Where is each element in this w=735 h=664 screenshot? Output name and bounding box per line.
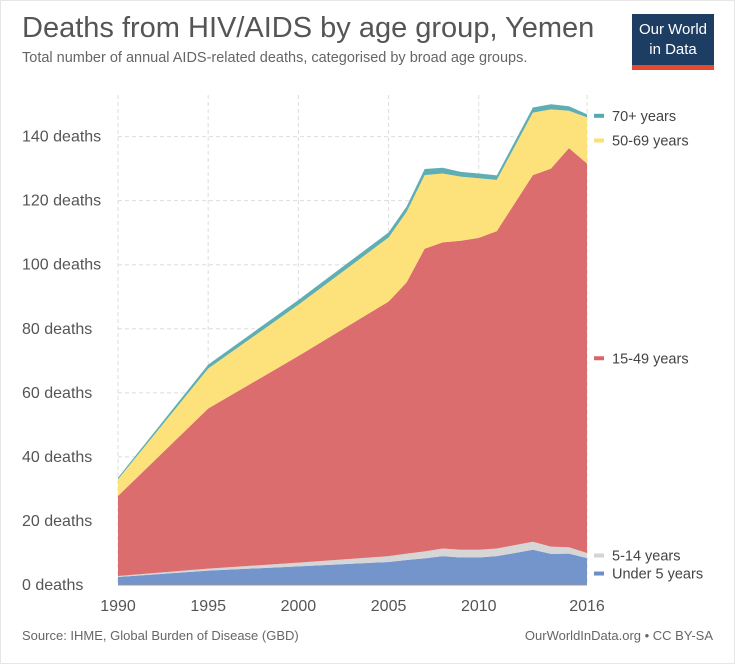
y-tick-label: 100 deaths [22, 257, 101, 274]
logo-line-2: in Data [649, 41, 697, 58]
y-axis: 0 deaths 20 deaths 40 deaths 60 deaths 80 de… [22, 129, 101, 594]
x-tick-label: 1995 [190, 598, 226, 615]
logo-accent-bar [632, 65, 714, 70]
area-series [118, 104, 587, 585]
y-tick-label: 80 deaths [22, 321, 92, 338]
y-tick-label: 60 deaths [22, 385, 92, 402]
stacked-area-chart: 0 deaths 20 deaths 40 deaths 60 deaths 80 de… [22, 95, 703, 615]
license-note[interactable]: OurWorldInData.org • CC BY-SA [524, 628, 713, 643]
legend-label-under-5-years: Under 5 years [612, 567, 703, 583]
area-5-14-years [118, 541, 587, 577]
y-tick-label: 40 deaths [22, 449, 92, 466]
y-tick-label: 0 deaths [22, 577, 83, 594]
logo-line-1: Our World [638, 21, 708, 38]
owid-logo[interactable]: Our World in Data [632, 14, 714, 70]
x-tick-label: 2005 [371, 598, 407, 615]
legend: 70+ years 50-69 years 15-49 years 5-14 year… [594, 109, 703, 583]
area-under-5-years [118, 549, 587, 585]
y-tick-label: 140 deaths [22, 129, 101, 146]
legend-label-5-14-years: 5-14 years [612, 549, 681, 565]
y-tick-label: 20 deaths [22, 513, 92, 530]
x-axis: 1990 1995 2000 2005 2010 2016 [100, 584, 605, 615]
legend-swatch-70-years [594, 113, 604, 118]
x-tick-label: 2016 [569, 598, 605, 615]
legend-swatch-50-69-years [594, 138, 604, 143]
chart-title: Deaths from HIV/AIDS by age group, Yemen [22, 12, 595, 44]
legend-swatch-under-5-years [594, 571, 604, 576]
chart-subtitle: Total number of annual AIDS-related deat… [22, 50, 528, 66]
legend-label-50-69-years: 50-69 years [612, 133, 689, 149]
legend-swatch-15-49-years [594, 356, 604, 361]
source-note[interactable]: Source: IHME, Global Burden of Disease (… [22, 628, 299, 643]
legend-label-15-49-years: 15-49 years [612, 351, 689, 367]
area-50-69-years [118, 109, 587, 496]
x-tick-label: 2010 [461, 598, 497, 615]
legend-label-70-years: 70+ years [612, 109, 676, 125]
x-tick-label: 2000 [281, 598, 317, 615]
x-tick-label: 1990 [100, 598, 136, 615]
legend-swatch-5-14-years [594, 553, 604, 558]
y-tick-label: 120 deaths [22, 193, 101, 210]
area-15-49-years [118, 148, 587, 577]
